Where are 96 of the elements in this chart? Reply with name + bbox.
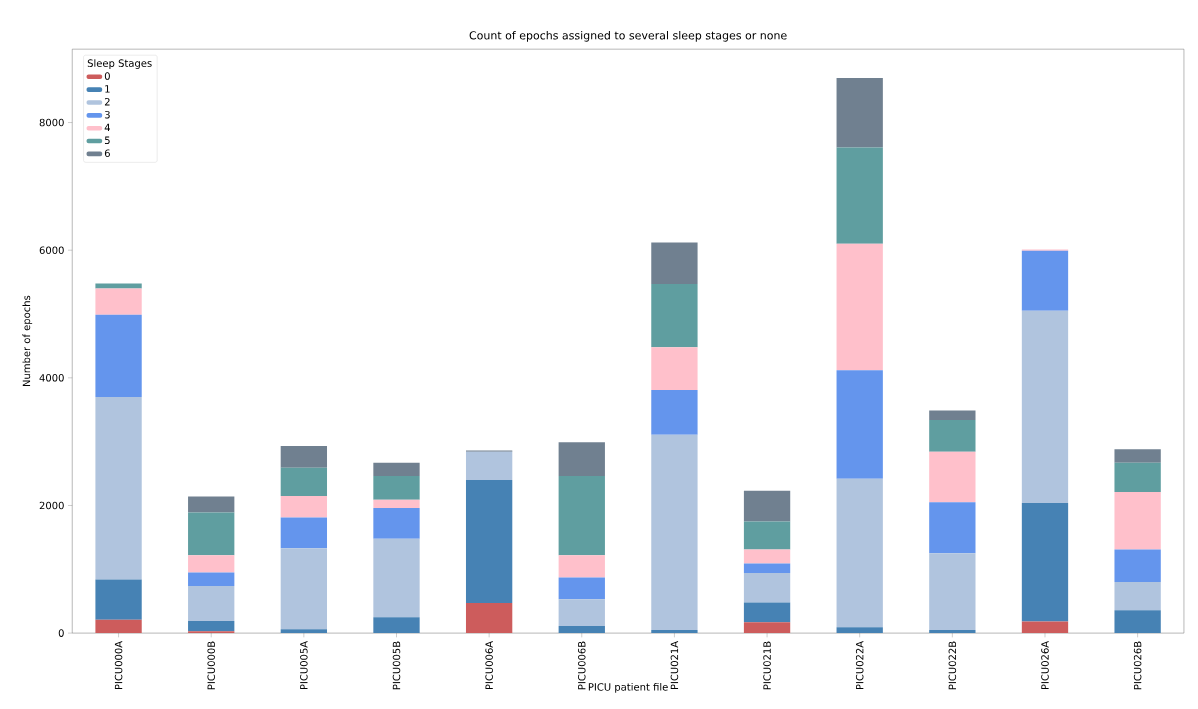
bar xyxy=(188,620,235,632)
bar xyxy=(1021,310,1069,503)
bar xyxy=(373,499,420,508)
bar xyxy=(651,242,698,284)
legend-label: 5 xyxy=(104,136,110,144)
x-tick-label: PICU022B xyxy=(948,641,957,689)
legend-label: 6 xyxy=(104,149,110,157)
bar xyxy=(465,479,513,603)
bar xyxy=(929,410,976,420)
bar xyxy=(558,577,605,600)
bar xyxy=(651,283,698,348)
legend-title: Sleep Stages xyxy=(87,59,152,69)
bar xyxy=(280,445,328,468)
x-axis-title: PICU patient file xyxy=(588,682,668,693)
bar xyxy=(465,451,513,480)
x-tick-label: PICU005B xyxy=(392,641,401,689)
bar xyxy=(651,629,698,633)
bar xyxy=(95,396,142,580)
y-tick-label: 4000 xyxy=(39,373,64,382)
bar xyxy=(95,283,142,289)
y-tick-label: 6000 xyxy=(39,246,64,254)
bar xyxy=(558,625,605,633)
x-tick-label: PICU026A xyxy=(1041,640,1049,689)
bar xyxy=(1114,491,1161,550)
bar xyxy=(558,475,605,556)
y-axis-title: Number of epochs xyxy=(22,295,33,386)
bar xyxy=(558,555,605,578)
bar xyxy=(836,478,883,628)
bar xyxy=(373,475,420,500)
bar xyxy=(95,288,142,315)
bar xyxy=(743,563,791,573)
bar xyxy=(373,507,420,539)
bar xyxy=(836,370,883,479)
y-tick-label: 0 xyxy=(58,629,64,637)
bar xyxy=(188,555,235,573)
bar xyxy=(1114,581,1161,610)
bar xyxy=(836,243,883,370)
bar xyxy=(1021,621,1069,633)
x-tick-label: PICU022A xyxy=(855,640,864,689)
legend-label: 1 xyxy=(105,85,110,93)
bar xyxy=(95,619,142,633)
x-tick-label: PICU000B xyxy=(207,641,215,689)
x-tick-label: PICU026B xyxy=(1133,641,1142,689)
bar xyxy=(651,389,698,435)
bar xyxy=(188,512,235,556)
bar xyxy=(743,521,791,550)
bar xyxy=(188,572,235,586)
chart-title: Count of epochs assigned to several sleep stages or none xyxy=(469,30,787,42)
x-tick-label: PICU006A xyxy=(485,640,493,689)
legend-label: 2 xyxy=(104,97,110,106)
bar xyxy=(929,629,976,633)
bar xyxy=(280,495,328,518)
legend-label: 3 xyxy=(104,110,110,119)
bar xyxy=(1114,609,1161,633)
bar xyxy=(651,434,698,630)
bar xyxy=(95,579,142,620)
bar xyxy=(373,462,420,476)
bar xyxy=(1114,462,1161,492)
x-tick-label: PICU000A xyxy=(114,640,123,689)
bar xyxy=(929,553,976,630)
bar xyxy=(188,496,235,513)
bar xyxy=(1021,250,1069,311)
bar xyxy=(743,622,791,633)
bar xyxy=(929,419,976,452)
bar xyxy=(743,572,791,603)
bar xyxy=(188,585,235,621)
bar xyxy=(1114,449,1161,463)
legend-label: 0 xyxy=(104,72,110,80)
bar xyxy=(743,602,791,623)
bar xyxy=(558,442,605,476)
bar xyxy=(280,517,328,549)
bar xyxy=(280,629,328,633)
bar xyxy=(95,314,142,397)
y-tick-label: 8000 xyxy=(39,118,64,127)
bar xyxy=(373,538,420,617)
bar xyxy=(929,451,976,503)
bar xyxy=(1114,549,1161,582)
x-tick-label: PICU021A xyxy=(670,640,679,689)
bar xyxy=(280,548,328,630)
bar xyxy=(836,627,883,633)
bar xyxy=(1021,502,1069,622)
legend-label: 4 xyxy=(104,123,110,131)
bar xyxy=(373,616,420,633)
bar xyxy=(836,77,883,148)
bar xyxy=(836,147,883,244)
bar xyxy=(743,490,791,522)
x-tick-label: PICU005A xyxy=(300,640,308,689)
bar xyxy=(929,502,976,554)
y-tick-label: 2000 xyxy=(39,501,64,510)
bar xyxy=(280,467,328,496)
x-tick-label: PICU006B xyxy=(577,641,586,689)
bar xyxy=(465,602,513,633)
x-tick-label: PICU021B xyxy=(763,641,771,689)
bar xyxy=(558,599,605,626)
bar xyxy=(651,347,698,390)
bar xyxy=(743,549,791,564)
